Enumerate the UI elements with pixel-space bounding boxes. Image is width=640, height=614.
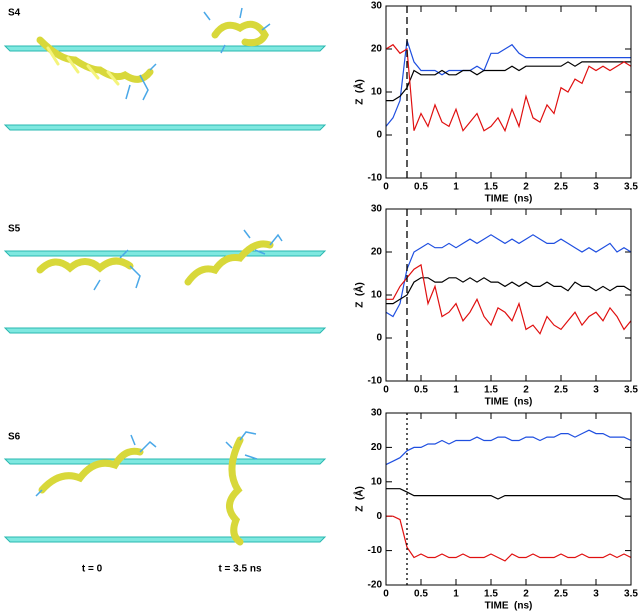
series-line	[385, 40, 631, 127]
x-tick-label: 0.5	[414, 182, 428, 193]
helix	[184, 240, 274, 286]
y-tick-label: -20	[368, 580, 383, 591]
series-line	[386, 488, 631, 500]
series-line	[386, 61, 631, 102]
y-tick-label: 0	[376, 511, 382, 522]
x-tick-label: 0.5	[414, 385, 428, 396]
time-label: t = 0	[82, 564, 103, 575]
x-tick-label: 2.5	[554, 385, 568, 396]
plot-frame	[385, 5, 632, 179]
membrane	[3, 124, 327, 131]
side-chain	[225, 431, 258, 460]
plot-frame	[385, 412, 632, 586]
plot-frame	[385, 208, 632, 382]
side-chain	[125, 63, 157, 101]
membrane	[3, 458, 327, 465]
y-tick-label: 30	[371, 408, 383, 419]
membrane	[3, 536, 327, 543]
helix	[226, 436, 244, 546]
y-tick-label: 20	[371, 442, 383, 453]
y-tick-label: -10	[368, 545, 383, 556]
membrane	[3, 45, 327, 52]
x-tick-label: 1.5	[484, 182, 498, 193]
helix	[38, 447, 144, 494]
y-tick-label: 0	[376, 130, 382, 141]
x-tick-label: 0	[383, 589, 389, 600]
side-chain	[35, 434, 157, 497]
x-axis-label: TIME (ns)	[485, 601, 533, 612]
panel-label: S5	[8, 224, 21, 235]
helix	[36, 36, 154, 83]
y-tick-label: 30	[371, 204, 383, 215]
x-tick-label: 3.5	[624, 385, 638, 396]
panel-label: S6	[8, 432, 21, 443]
x-tick-label: 2	[523, 182, 529, 193]
y-tick-label: -10	[368, 173, 383, 184]
x-axis-label: TIME (ns)	[485, 194, 533, 205]
panel-label: S4	[8, 8, 21, 19]
side-chain	[93, 249, 141, 291]
series-line	[385, 43, 632, 133]
x-tick-label: 3.5	[624, 182, 638, 193]
y-axis-label: Z (Å)	[353, 486, 366, 512]
y-tick-label: 20	[371, 247, 383, 258]
x-tick-label: 3.5	[624, 589, 638, 600]
x-tick-label: 1	[453, 182, 459, 193]
x-tick-label: 0	[383, 385, 389, 396]
series-line	[385, 234, 632, 318]
helix	[36, 257, 134, 274]
x-axis-label: TIME (ns)	[485, 397, 533, 408]
x-tick-label: 1	[453, 385, 459, 396]
series-line	[386, 277, 632, 305]
y-tick-label: 30	[371, 1, 383, 12]
x-tick-label: 2	[523, 385, 529, 396]
snapshots	[3, 7, 327, 546]
helix	[211, 20, 269, 47]
y-tick-label: 10	[371, 87, 383, 98]
y-tick-label: 10	[371, 476, 383, 487]
x-tick-label: 0.5	[414, 589, 428, 600]
y-tick-label: -10	[368, 376, 383, 387]
x-tick-label: 1.5	[484, 385, 498, 396]
membrane	[3, 250, 327, 257]
time-label: t = 3.5 ns	[218, 564, 262, 575]
y-tick-label: 10	[371, 290, 383, 301]
x-tick-label: 1	[453, 589, 459, 600]
x-tick-label: 1.5	[484, 589, 498, 600]
y-axis-label: Z (Å)	[353, 79, 366, 105]
series-line	[385, 429, 632, 466]
y-axis-label: Z (Å)	[353, 282, 366, 308]
x-tick-label: 2.5	[554, 589, 568, 600]
x-tick-label: 3	[593, 385, 599, 396]
x-tick-label: 0	[383, 182, 389, 193]
side-chain	[243, 229, 283, 255]
helix	[46, 46, 120, 86]
x-tick-label: 2.5	[554, 182, 568, 193]
y-tick-label: 20	[371, 44, 383, 55]
x-tick-label: 3	[593, 589, 599, 600]
series-line	[386, 515, 632, 562]
y-tick-label: 0	[376, 333, 382, 344]
x-tick-label: 2	[523, 589, 529, 600]
series-line	[386, 263, 632, 335]
x-tick-label: 3	[593, 182, 599, 193]
side-chain	[203, 7, 271, 54]
membrane	[3, 327, 327, 334]
